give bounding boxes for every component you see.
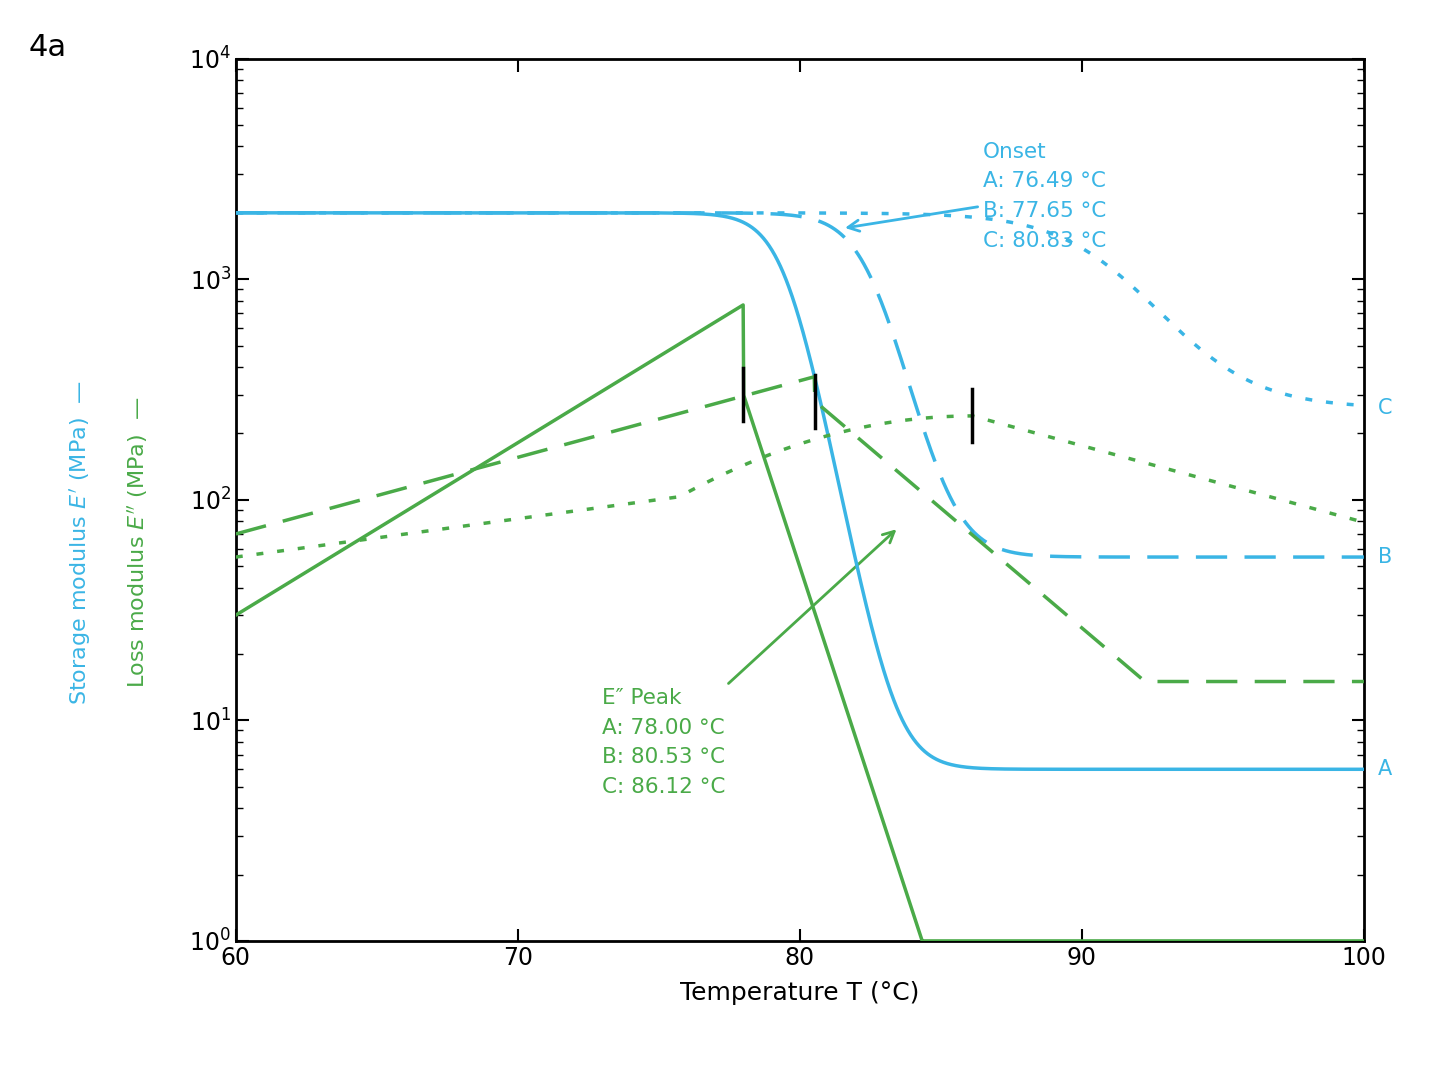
Text: A: A — [1378, 760, 1393, 779]
Text: C: C — [1378, 398, 1393, 418]
Text: B: B — [1378, 547, 1393, 567]
Text: Loss modulus $E''$ (MPa)  —: Loss modulus $E''$ (MPa) — — [126, 397, 149, 688]
Text: Onset
A: 76.49 °C
B: 77.65 °C
C: 80.83 °C: Onset A: 76.49 °C B: 77.65 °C C: 80.83 °… — [847, 142, 1107, 251]
Text: Storage modulus $E'$ (MPa)  —: Storage modulus $E'$ (MPa) — — [67, 380, 93, 705]
Text: E″ Peak
A: 78.00 °C
B: 80.53 °C
C: 86.12 °C: E″ Peak A: 78.00 °C B: 80.53 °C C: 86.12… — [602, 532, 894, 796]
X-axis label: Temperature T (°C): Temperature T (°C) — [681, 981, 920, 1005]
Text: 4a: 4a — [29, 33, 67, 62]
